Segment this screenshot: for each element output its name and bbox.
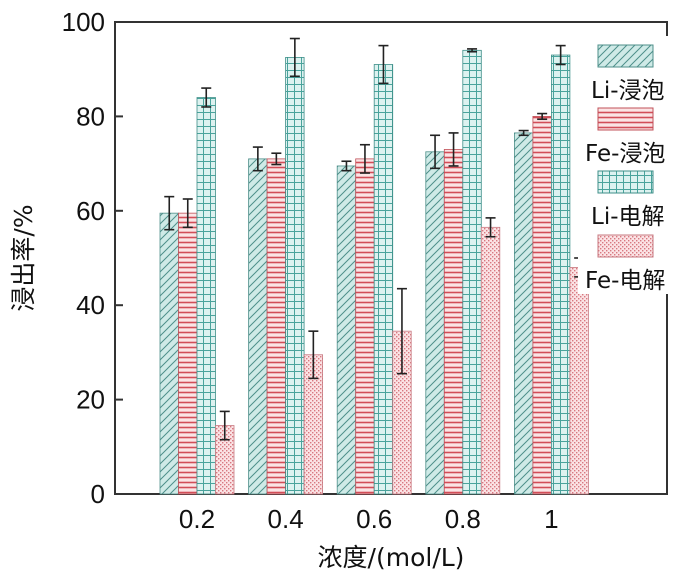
bar-diagonal-0.2 (159, 212, 179, 495)
error-bar (378, 44, 389, 85)
error-bar (485, 217, 496, 238)
bar-diagonal-0.4 (248, 158, 268, 495)
x-axis: 0.2 0.4 0.6 0.8 1 (179, 487, 559, 534)
error-bar (289, 37, 300, 78)
bar-horizontal-1 (532, 116, 552, 495)
error-bar (182, 198, 193, 229)
error-bar (448, 132, 459, 167)
error-bar (518, 129, 529, 137)
error-bar (271, 152, 282, 166)
y-tick-label: 40 (76, 290, 105, 320)
y-tick-label: 80 (76, 101, 105, 131)
legend-label: Fe-电解 (585, 268, 665, 294)
bar-dots-0.8 (480, 226, 501, 495)
y-tick-label: 0 (91, 479, 105, 509)
bar-grid-0.8 (462, 49, 482, 495)
x-tick-label: 1 (544, 504, 558, 534)
bar-diagonal-0.8 (425, 151, 445, 495)
x-tick-label: 0.8 (445, 504, 481, 534)
error-bar (341, 160, 352, 172)
x-axis-title: 浓度/(mol/L) (318, 543, 465, 572)
x-tick-label: 0.2 (179, 504, 215, 534)
y-tick-label: 60 (76, 196, 105, 226)
legend-swatch-diagonal (597, 44, 654, 68)
bar-diagonal-0.6 (336, 165, 357, 495)
error-bar (359, 143, 370, 174)
x-tick-label: 0.6 (356, 504, 392, 534)
bar-dots-1 (569, 267, 589, 495)
bar-horizontal-0.6 (355, 158, 375, 495)
legend-swatch-horizontal (597, 107, 654, 131)
error-bar (537, 112, 548, 121)
bars (159, 49, 589, 495)
error-bar (219, 410, 230, 441)
bar-grid-0.2 (196, 97, 216, 495)
legend-swatch-dots (597, 234, 654, 258)
bar-grid-0.6 (373, 64, 394, 495)
legend-label: Li-电解 (591, 204, 665, 230)
error-bar (555, 44, 566, 66)
bar-horizontal-0.4 (266, 158, 287, 495)
legend-label: Fe-浸泡 (585, 141, 665, 167)
bar-diagonal-1 (514, 132, 534, 495)
error-bar (164, 195, 175, 231)
legend-swatch-grid (597, 170, 654, 194)
bar-grid-1 (551, 54, 571, 495)
legend: Li-浸泡 Fe-浸泡 Li-电解 Fe-电解 (578, 36, 668, 294)
error-bar (308, 330, 319, 380)
error-bar (252, 146, 263, 172)
y-axis: 0 20 40 60 80 100 (62, 7, 123, 509)
bar-grid-0.4 (285, 57, 305, 495)
error-bar (430, 134, 441, 170)
x-tick-label: 0.4 (268, 504, 304, 534)
legend-label: Li-浸泡 (591, 78, 665, 104)
error-bar (201, 87, 212, 108)
error-bar (396, 287, 407, 375)
y-axis-title: 浸出率/% (9, 204, 38, 311)
bar-horizontal-0.2 (178, 212, 198, 495)
y-tick-label: 100 (62, 7, 105, 37)
bar-horizontal-0.8 (443, 149, 464, 495)
error-bar (467, 48, 478, 53)
y-tick-label: 20 (76, 385, 105, 415)
